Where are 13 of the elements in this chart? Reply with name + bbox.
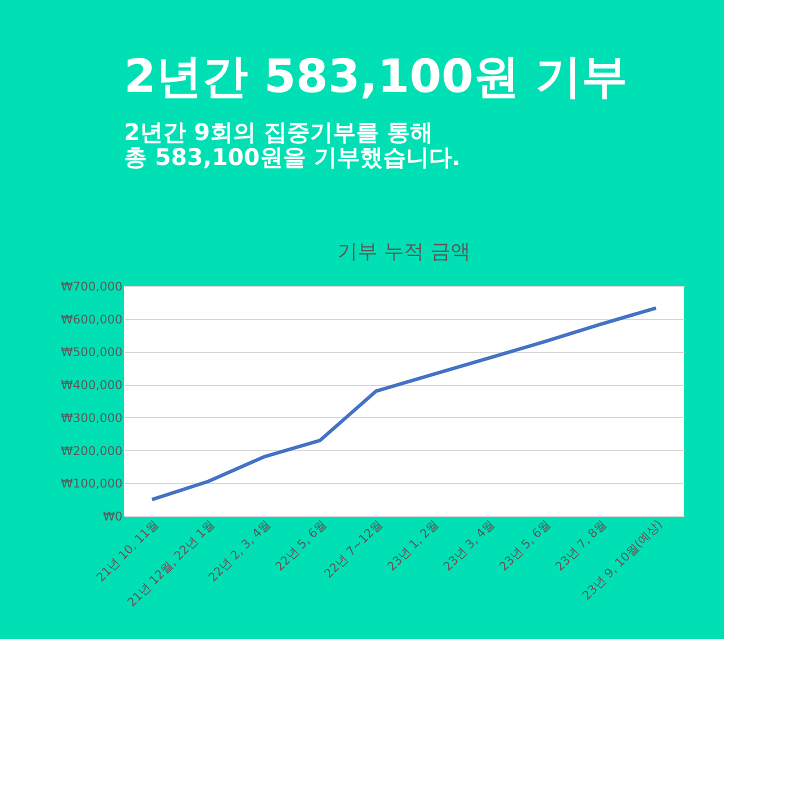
y-tick-label: ₩700,000 — [61, 280, 122, 294]
y-tick-label: ₩100,000 — [61, 476, 122, 491]
y-tick-label: ₩400,000 — [61, 378, 122, 392]
text: 2년간 583,100원 기부 — [124, 49, 628, 103]
y-tick-label: ₩200,000 — [61, 444, 122, 458]
y-tick-label: ₩600,000 — [61, 312, 122, 326]
line-series — [150, 306, 658, 502]
text: 2년간 9회의 집중기부를 통해 — [124, 120, 434, 146]
y-tick-label: ₩500,000 — [61, 345, 122, 360]
y-tick-label: ₩0 — [103, 510, 122, 524]
y-tick-label: ₩300,000 — [61, 410, 122, 425]
text: 총 583,100원을 기부했습니다. — [124, 145, 461, 171]
chart-title: 기부 누적 금액 — [338, 239, 470, 263]
